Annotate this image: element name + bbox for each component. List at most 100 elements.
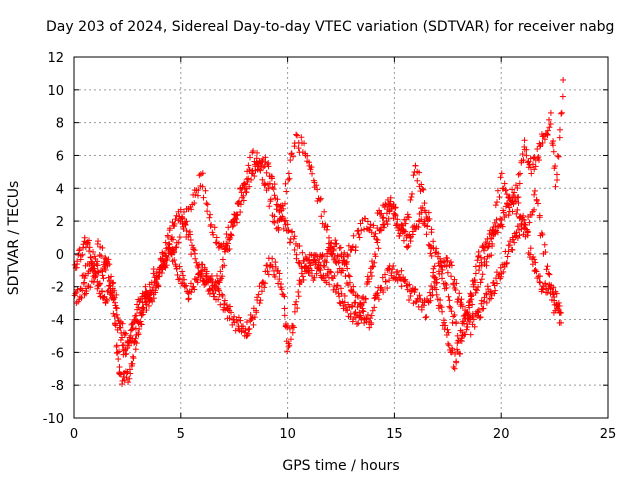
data-point (428, 226, 435, 233)
data-point (282, 323, 289, 330)
data-point (129, 353, 136, 360)
data-point (341, 249, 348, 256)
data-point (111, 299, 118, 306)
data-point (221, 304, 228, 311)
data-point (233, 212, 240, 219)
data-point (477, 254, 484, 261)
data-point (445, 293, 452, 300)
data-point (467, 331, 474, 338)
data-point (175, 276, 182, 283)
data-point (100, 294, 107, 301)
y-tick-label: 4 (56, 182, 64, 197)
data-point (266, 203, 273, 210)
data-point (510, 236, 517, 243)
data-point (509, 246, 516, 253)
data-point (288, 150, 295, 157)
data-point (542, 280, 549, 287)
data-point (79, 287, 86, 294)
data-point (369, 307, 376, 314)
data-point (492, 287, 499, 294)
data-point (109, 280, 116, 287)
data-point (106, 282, 113, 289)
data-point (553, 171, 560, 178)
data-point (301, 264, 308, 271)
data-point (333, 286, 340, 293)
data-point (532, 267, 539, 274)
data-point (374, 292, 381, 299)
y-tick-label: -2 (51, 281, 64, 296)
data-point (191, 247, 198, 254)
data-point (96, 252, 103, 259)
data-point (82, 272, 89, 279)
data-point (269, 173, 276, 180)
data-point (446, 303, 453, 310)
data-point (117, 371, 124, 378)
data-point (328, 251, 335, 258)
data-point (133, 312, 140, 319)
data-point (191, 200, 198, 207)
data-point (286, 325, 293, 332)
data-point (125, 379, 132, 386)
x-tick-label: 20 (493, 427, 510, 442)
data-point (523, 152, 530, 159)
data-point (173, 244, 180, 251)
data-point (264, 181, 271, 188)
data-point (361, 319, 368, 326)
data-point (407, 292, 414, 299)
y-tick-label: -10 (43, 412, 64, 427)
data-point (345, 301, 352, 308)
data-point (483, 299, 490, 306)
data-point (298, 270, 305, 277)
data-point (433, 276, 440, 283)
data-point (162, 264, 169, 271)
data-point (93, 260, 100, 267)
data-point (527, 155, 534, 162)
data-point (447, 304, 454, 311)
data-point (326, 281, 333, 288)
data-point (146, 295, 153, 302)
data-point (99, 272, 106, 279)
data-point (417, 295, 424, 302)
data-point (547, 120, 554, 127)
data-point (240, 197, 247, 204)
data-point (539, 139, 546, 146)
data-point (389, 266, 396, 273)
data-point (181, 208, 188, 215)
data-point (418, 181, 425, 188)
data-point (437, 302, 444, 309)
data-point (74, 258, 81, 265)
data-point (291, 246, 298, 253)
data-point (265, 163, 272, 170)
data-point (272, 263, 279, 270)
data-point (420, 186, 427, 193)
data-point (527, 164, 534, 171)
data-point (438, 270, 445, 277)
data-point (213, 234, 220, 241)
data-point (235, 314, 242, 321)
data-point (195, 264, 202, 271)
data-point (299, 249, 306, 256)
data-point (79, 251, 86, 258)
data-point (138, 321, 145, 328)
data-point (398, 283, 405, 290)
data-point (425, 209, 432, 216)
data-point (371, 295, 378, 302)
data-point (133, 340, 140, 347)
data-point (431, 263, 438, 270)
data-point (175, 239, 182, 246)
data-point (488, 289, 495, 296)
data-point (395, 271, 402, 278)
data-point (87, 254, 94, 261)
data-point (125, 339, 132, 346)
data-point (81, 291, 88, 298)
data-point (475, 309, 482, 316)
data-point (511, 239, 518, 246)
data-point (451, 276, 458, 283)
data-point (371, 259, 378, 266)
data-point (362, 296, 369, 303)
data-point (448, 262, 455, 269)
data-point (250, 148, 257, 155)
data-point (367, 221, 374, 228)
data-point (94, 278, 101, 285)
data-point (298, 134, 305, 141)
